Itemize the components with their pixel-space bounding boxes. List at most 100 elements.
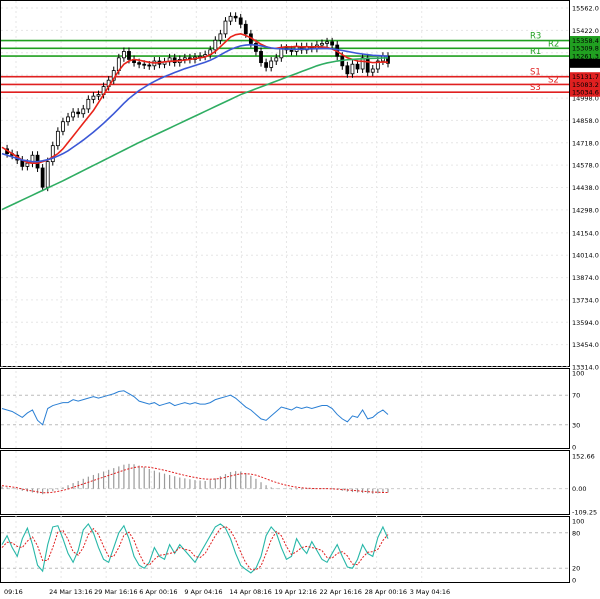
candle-body <box>121 51 126 59</box>
macd-axis-label: 152.66 <box>572 453 595 461</box>
price-axis-label: 14014.0 <box>572 252 599 260</box>
candle-body <box>238 17 243 25</box>
pivot-name-s3: S3 <box>530 83 541 93</box>
pivot-tag-value: 15083.2 <box>572 81 599 89</box>
pivot-tag-value: 15309.8 <box>572 45 599 53</box>
candle-body <box>96 94 101 97</box>
macd-pane-frame <box>0 450 570 515</box>
pivot-tag-box <box>570 36 600 46</box>
price-axis-label: 14298.0 <box>572 206 599 214</box>
price-axis-label: 14858.0 <box>572 117 599 125</box>
pivot-tag-box <box>570 87 600 97</box>
price-axis-label: 13594.0 <box>572 319 599 327</box>
time-axis-label: 29 Mar 16:16 <box>94 588 137 596</box>
candle-body <box>320 43 324 46</box>
stochastic-axis-label: 80 <box>572 529 580 537</box>
price-axis-label: 15562.0 <box>572 5 599 13</box>
price-axis-label: 14154.0 <box>572 229 599 237</box>
time-axis-label: 6 Apr 00:16 <box>139 588 177 596</box>
time-axis-label: 24 Mar 13:16 <box>49 588 92 596</box>
candle-body <box>40 167 45 188</box>
candle-body <box>137 62 142 65</box>
time-axis-label: 22 Apr 16:16 <box>320 588 362 596</box>
pivot-tag-box <box>570 79 600 89</box>
candle-body <box>213 39 218 51</box>
candle-body <box>269 60 274 68</box>
time-axis-label: 09:16 <box>4 588 23 596</box>
candle-body <box>254 43 258 52</box>
time-axis-label: 14 Apr 08:16 <box>229 588 271 596</box>
pivot-tag-value: 15034.6 <box>572 89 599 97</box>
candle-body <box>218 33 223 41</box>
stochastic-axis-label: 100 <box>572 518 584 526</box>
pivot-name-r2: R2 <box>548 39 559 49</box>
price-axis-label: 13734.0 <box>572 296 599 304</box>
candle-body <box>81 108 86 115</box>
pivot-tag-value: 15261.3 <box>572 52 599 60</box>
candle-body <box>365 57 370 73</box>
pivot-tag-box <box>570 51 600 61</box>
moving-average-ma_slow <box>1 57 389 211</box>
moving-average-ma_fast <box>1 33 389 165</box>
price-axis-label: 13314.0 <box>572 364 599 372</box>
oscillator-axis-label: 0 <box>572 444 576 452</box>
moving-average-ma_mid <box>1 43 389 163</box>
candle-body <box>325 41 329 44</box>
candle-body <box>61 121 65 132</box>
macd-axis-label: 0.00 <box>572 485 586 493</box>
stochastic-k-line <box>1 523 389 574</box>
candle-body <box>147 64 152 67</box>
pivot-name-s2: S2 <box>548 75 559 85</box>
price-pane-frame <box>0 0 570 367</box>
candle-body <box>223 20 228 35</box>
candle-body <box>259 51 263 64</box>
candle-body <box>66 116 70 123</box>
pivot-tag-box <box>570 43 600 53</box>
candle-body <box>355 63 360 70</box>
stochastic-series <box>1 523 569 574</box>
candle-body <box>375 60 380 70</box>
candle-body <box>50 145 55 163</box>
grid-lines <box>1 1 569 582</box>
candle-body <box>142 63 147 66</box>
stochastic-axis-label: 20 <box>572 565 580 573</box>
candle-body <box>45 161 50 188</box>
oscillator-axis-label: 100 <box>572 370 584 378</box>
pivot-tag-value: 15131.7 <box>572 73 599 81</box>
candle-body <box>264 62 269 68</box>
candle-body <box>370 68 375 73</box>
oscillator-series <box>1 390 569 426</box>
candle-body <box>71 111 76 118</box>
price-axis-label: 14578.0 <box>572 162 599 170</box>
candle-body <box>25 162 30 167</box>
time-axis-label: 19 Apr 12:16 <box>274 588 316 596</box>
oscillator-line <box>1 390 389 426</box>
candle-body <box>55 130 60 147</box>
pivot-tag-box <box>570 72 600 82</box>
oscillator-pane-frame <box>0 368 570 449</box>
price-axis-label: 14718.0 <box>572 139 599 147</box>
candle-body <box>127 51 131 60</box>
pivot-name-s1: S1 <box>530 68 541 78</box>
candle-body <box>350 63 355 75</box>
pivot-name-r1: R1 <box>530 47 541 57</box>
time-axis-label: 3 May 04:16 <box>410 588 450 596</box>
oscillator-axis-label: 70 <box>572 392 580 400</box>
candle-body <box>360 57 365 70</box>
price-axis-label: 13454.0 <box>572 341 599 349</box>
time-axis-label: 28 Apr 00:16 <box>365 588 407 596</box>
stochastic-pane-frame <box>0 516 570 583</box>
price-series <box>1 12 390 211</box>
candle-body <box>233 15 238 19</box>
candle-body <box>274 57 279 62</box>
pivot-tag-value: 15358.4 <box>572 37 599 45</box>
candle-body <box>228 15 233 22</box>
price-axis-label: 15422.0 <box>572 27 599 35</box>
pivot-name-r3: R3 <box>530 32 541 42</box>
macd-axis-label: -109.25 <box>572 509 597 517</box>
price-axis-label: 14438.0 <box>572 184 599 192</box>
time-axis-label: 9 Apr 04:16 <box>184 588 222 596</box>
